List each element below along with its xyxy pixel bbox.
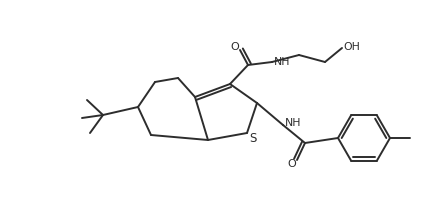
- Text: OH: OH: [344, 42, 360, 52]
- Text: S: S: [249, 132, 257, 145]
- Text: NH: NH: [274, 57, 290, 67]
- Text: O: O: [231, 42, 239, 52]
- Text: O: O: [287, 159, 296, 169]
- Text: NH: NH: [285, 118, 301, 128]
